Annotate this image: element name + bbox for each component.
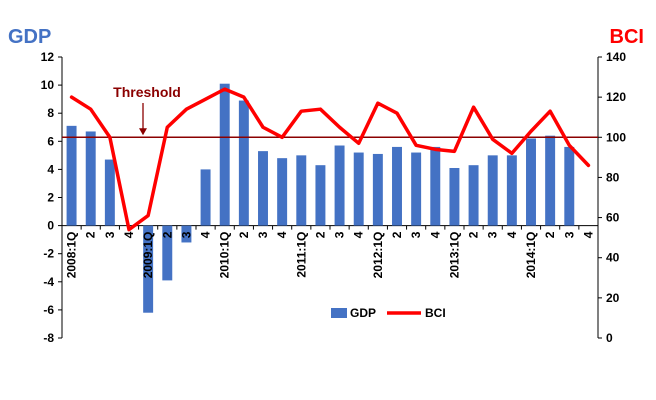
right-tick-label: 100	[606, 130, 626, 144]
legend-bci-label: BCI	[425, 306, 446, 320]
gdp-bar	[162, 225, 173, 281]
left-tick-label: 8	[47, 106, 54, 120]
gdp-bar	[392, 146, 402, 226]
gdp-bar	[315, 165, 326, 226]
left-tick-label: 6	[47, 134, 54, 148]
x-category-label: 2012:1Q	[371, 232, 385, 279]
x-category-label: 3	[333, 231, 347, 238]
right-tick-label: 60	[606, 211, 620, 225]
x-category-label: 3	[409, 231, 423, 238]
gdp-bar	[143, 225, 154, 313]
legend-gdp-swatch	[331, 308, 347, 318]
right-tick-label: 40	[606, 251, 620, 265]
gdp-bar	[296, 155, 307, 226]
x-category-label: 2	[390, 231, 404, 238]
gdp-bar	[334, 145, 345, 226]
left-tick-label: 10	[41, 78, 55, 92]
bci-axis-title: BCI	[609, 26, 644, 48]
x-category-label: 2008:1Q	[65, 232, 79, 279]
x-category-label: 2	[237, 231, 251, 238]
x-category-label: 4	[581, 231, 595, 238]
gdp-bar	[66, 125, 77, 226]
threshold-arrow-head	[139, 128, 147, 136]
left-tick-label: -6	[43, 303, 54, 317]
x-category-label: 4	[122, 231, 136, 238]
left-tick-label: -8	[43, 331, 54, 345]
gdp-bar	[353, 152, 364, 226]
right-tick-label: 20	[606, 291, 620, 305]
x-category-label: 2014:1Q	[524, 232, 538, 279]
x-category-label: 2010:1Q	[218, 232, 232, 279]
gdp-bar	[487, 155, 498, 226]
gdp-bar	[506, 155, 517, 226]
x-category-label: 2	[160, 231, 174, 238]
x-category-label: 3	[256, 231, 270, 238]
x-category-label: 3	[179, 231, 193, 238]
legend-gdp-label: GDP	[350, 306, 376, 320]
gdp-axis-title: GDP	[8, 26, 52, 48]
gdp-bar	[430, 146, 441, 226]
right-tick-label: 140	[606, 50, 626, 64]
x-category-label: 4	[275, 231, 289, 238]
x-category-label: 3	[103, 231, 117, 238]
x-category-label: 4	[428, 231, 442, 238]
gdp-bar	[181, 225, 192, 243]
gdp-bar	[468, 165, 479, 226]
x-category-label: 3	[562, 231, 576, 238]
left-tick-label: 4	[47, 162, 54, 176]
gdp-bar	[277, 158, 288, 226]
gdp-bar	[545, 135, 556, 226]
gdp-bar	[526, 138, 536, 226]
x-category-label: 2009:1Q	[141, 232, 155, 279]
threshold-label: Threshold	[113, 84, 181, 100]
gdp-bar	[372, 153, 383, 226]
gdp-bar	[411, 152, 422, 226]
right-tick-label: 0	[606, 331, 613, 345]
left-tick-label: 12	[41, 50, 55, 64]
x-category-label: 4	[505, 231, 519, 238]
gdp-bar	[85, 131, 96, 226]
right-tick-label: 120	[606, 90, 626, 104]
x-category-label: 2	[84, 231, 98, 238]
x-category-label: 2013:1Q	[447, 232, 461, 279]
gdp-bar	[564, 146, 575, 226]
gdp-bar	[200, 169, 211, 226]
x-category-label: 4	[199, 231, 213, 238]
bci-series-line	[69, 87, 591, 232]
gdp-bar	[238, 100, 249, 226]
left-tick-label: 0	[47, 219, 54, 233]
left-tick-label: -2	[43, 247, 54, 261]
right-tick-label: 80	[606, 170, 620, 184]
x-category-label: 3	[486, 231, 500, 238]
gdp-bar	[449, 167, 460, 226]
x-category-label: 2	[467, 231, 481, 238]
gdp-bar	[104, 159, 115, 226]
x-category-label: 2	[543, 231, 557, 238]
gdp-bar	[219, 83, 230, 226]
x-category-label: 4	[352, 231, 366, 238]
x-category-label: 2	[313, 231, 327, 238]
left-tick-label: 2	[47, 191, 54, 205]
left-tick-label: -4	[43, 275, 54, 289]
gdp-bar	[258, 151, 268, 226]
x-category-label: 2011:1Q	[294, 232, 308, 278]
